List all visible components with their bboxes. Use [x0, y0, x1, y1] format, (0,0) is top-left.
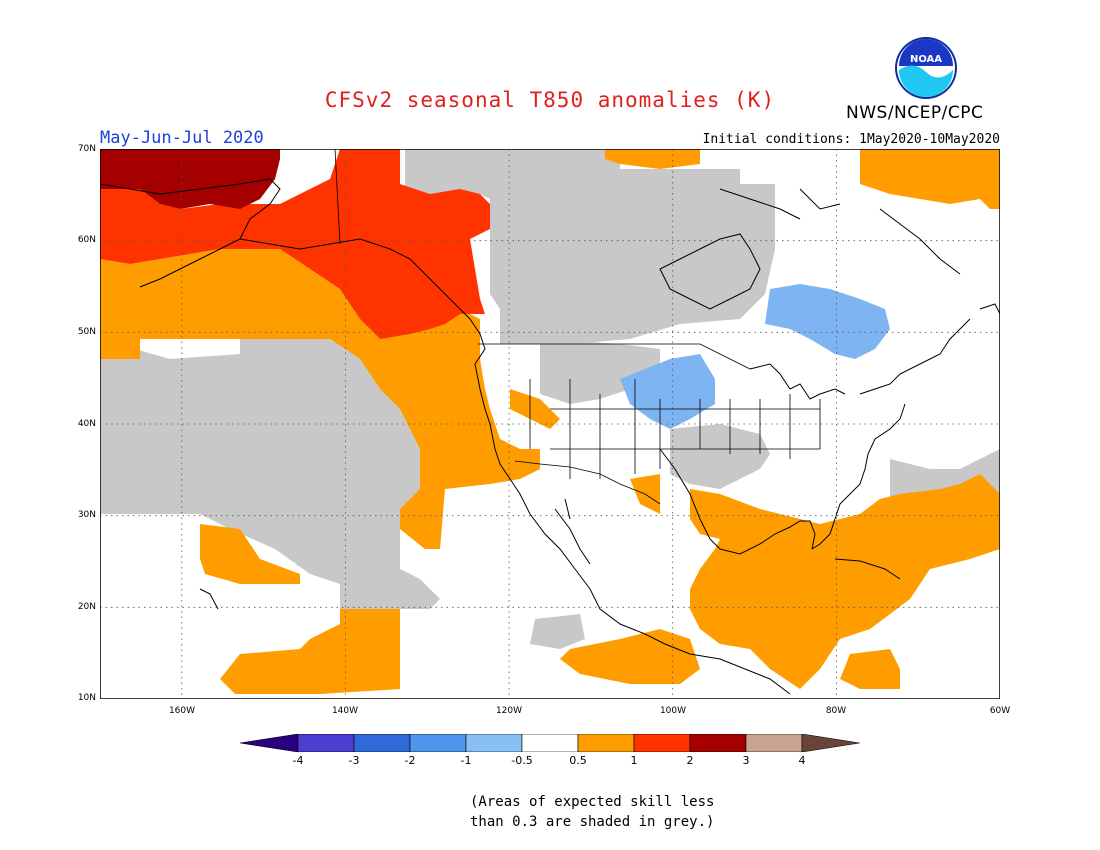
lat-label-10n: 10N	[77, 693, 96, 703]
white-gaps	[100, 319, 340, 699]
arctic-islands	[719, 188, 961, 275]
hawaii	[199, 588, 219, 610]
lon-label-160w: 160W	[168, 706, 196, 716]
newfoundland	[979, 303, 1000, 315]
red-regions	[100, 149, 490, 339]
orange-region-central-america	[690, 474, 1000, 689]
colorbar-segment	[409, 734, 467, 752]
alaska-coast	[100, 178, 791, 695]
agency-label: NWS/NCEP/CPC	[846, 103, 984, 123]
lon-label-80w: 80W	[825, 706, 847, 716]
lat-label-70n: 70N	[77, 144, 96, 154]
colorbar-tick-label: 4	[798, 754, 806, 767]
orange-regions	[100, 149, 1000, 694]
lat-label-60n: 60N	[77, 235, 96, 245]
colorbar-segment	[745, 734, 803, 752]
colorbar-arrow-low	[240, 734, 299, 752]
skill-note: (Areas of expected skill less than 0.3 a…	[470, 792, 750, 832]
dark-red-region-arctic	[100, 149, 280, 209]
blue-region-northern-plains	[620, 354, 715, 429]
lon-label-140w: 140W	[331, 706, 359, 716]
anomaly-map	[100, 149, 1000, 699]
logo-text: NOAA	[910, 54, 942, 65]
white-gap-central-pacific	[240, 579, 340, 649]
orange-region-caribbean-east	[840, 649, 900, 689]
colorbar-tick-label: -0.5	[511, 754, 533, 767]
orange-region-nevada	[510, 389, 560, 429]
gulf-coast	[659, 448, 816, 555]
dark-red-regions	[100, 149, 280, 209]
lat-label-30n: 30N	[77, 510, 96, 520]
orange-region-labrador	[860, 149, 1000, 209]
grey-region-pacific	[100, 339, 440, 609]
colorbar-arrow-high	[801, 734, 860, 752]
colorbar-segment	[465, 734, 523, 752]
red-region-alaska	[100, 149, 490, 339]
blue-region-quebec	[765, 284, 890, 359]
great-lakes	[749, 363, 846, 400]
orange-region-northeast-pacific	[100, 249, 540, 549]
us-canada-border	[478, 343, 751, 370]
hudson-bay	[659, 233, 761, 310]
noaa-logo-icon: NOAA	[895, 37, 957, 99]
cuba	[834, 558, 901, 580]
colorbar-tick-label: -2	[404, 754, 416, 767]
colorbar-tick-label: 0.5	[569, 754, 587, 767]
east-coast	[859, 318, 971, 395]
political-borders	[334, 149, 821, 505]
orange-region-baja-west	[200, 524, 300, 584]
lon-label-120w: 120W	[495, 706, 523, 716]
colorbar-segment	[521, 734, 579, 752]
lat-label-20n: 20N	[77, 602, 96, 612]
colorbar-segment	[689, 734, 747, 752]
colorbar-tick-label: -1	[460, 754, 472, 767]
orange-region-hudson	[605, 149, 700, 169]
white-gap-pacific-southwest	[100, 514, 200, 699]
orange-region-mexico-south	[560, 629, 700, 684]
alaska-canada-border	[334, 149, 341, 245]
lat-label-50n: 50N	[77, 327, 96, 337]
orange-region-pacific-south	[220, 609, 400, 694]
baja	[554, 498, 591, 565]
colorbar-tick-label: -4	[292, 754, 304, 767]
skill-note-line-1: (Areas of expected skill less	[470, 794, 715, 810]
florida	[811, 403, 906, 550]
skill-note-line-2: than 0.3 are shaded in grey.)	[470, 814, 715, 830]
colorbar-tick-label: 3	[742, 754, 750, 767]
colorbar-segment	[297, 734, 355, 752]
colorbar-segment	[577, 734, 635, 752]
forecast-period: May-Jun-Jul 2020	[100, 128, 264, 148]
chart-title: CFSv2 seasonal T850 anomalies (K)	[324, 88, 776, 112]
colorbar	[240, 734, 860, 752]
grey-region-mexico-coast	[530, 614, 585, 649]
lon-label-60w: 60W	[989, 706, 1011, 716]
blue-regions	[620, 284, 890, 429]
state-lines	[529, 379, 821, 479]
lon-label-100w: 100W	[659, 706, 687, 716]
colorbar-segment	[633, 734, 691, 752]
initial-conditions: Initial conditions: 1May2020-10May2020	[702, 132, 1000, 147]
colorbar-tick-label: -3	[348, 754, 360, 767]
colorbar-tick-label: 2	[686, 754, 694, 767]
colorbar-tick-label: 1	[630, 754, 638, 767]
grey-region-mississippi	[670, 424, 770, 489]
lat-label-40n: 40N	[77, 419, 96, 429]
coastlines	[100, 178, 1000, 695]
colorbar-segment	[353, 734, 411, 752]
